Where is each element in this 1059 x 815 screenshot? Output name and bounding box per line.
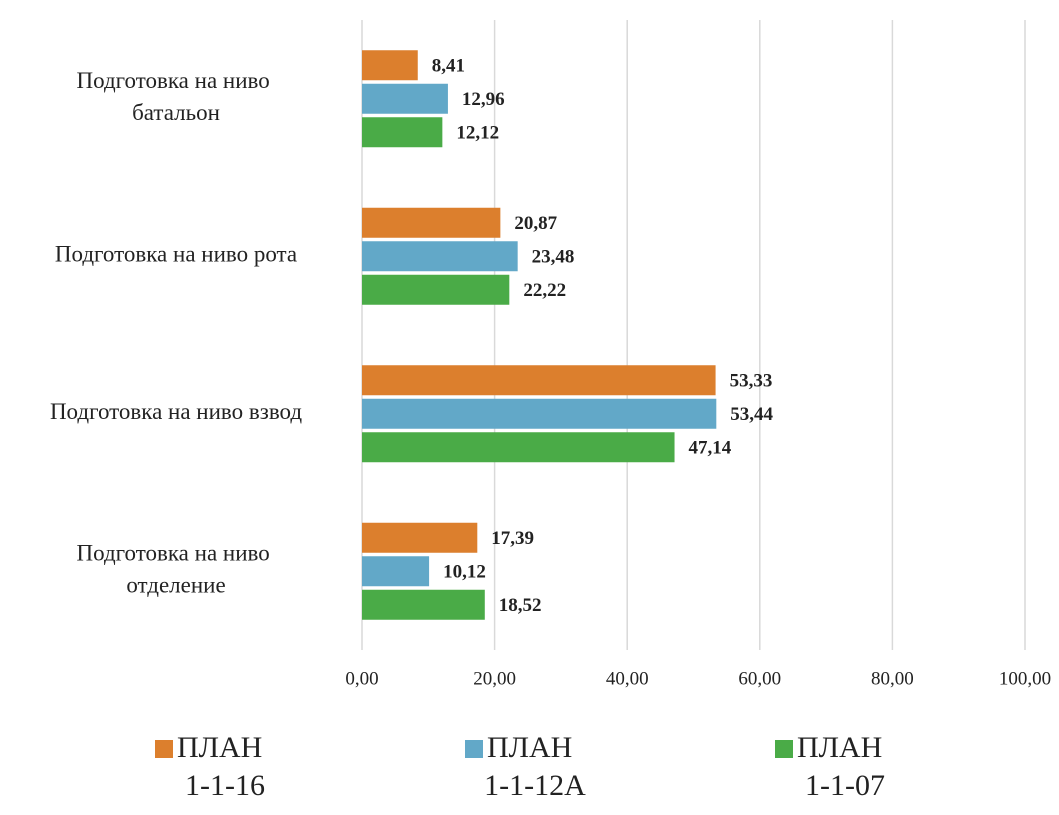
value-label: 47,14 (689, 438, 732, 459)
text-line: Подготовка на ниво (77, 541, 276, 566)
bar (362, 50, 418, 81)
value-label: 53,33 (730, 371, 773, 392)
category-label: Подготовка на ниво батальон (77, 68, 276, 125)
value-label: 12,12 (456, 123, 499, 144)
value-label: 10,12 (443, 562, 486, 583)
bar (362, 556, 430, 587)
legend-swatch (775, 740, 793, 758)
value-label: 17,39 (491, 528, 534, 549)
x-tick-label: 100,00 (999, 668, 1051, 689)
legend-swatch (155, 740, 173, 758)
text-line: отделение (126, 573, 225, 598)
legend-label: ПЛАН 1-1-12А (484, 731, 586, 802)
bar (362, 365, 716, 396)
text-line: Подготовка на ниво (77, 68, 276, 93)
text-line: батальон (132, 100, 220, 125)
value-label: 53,44 (730, 404, 773, 425)
bar (362, 398, 717, 429)
legend-label: ПЛАН 1-1-16 (177, 731, 270, 802)
bar (362, 117, 443, 148)
bar (362, 522, 478, 553)
bar (362, 432, 675, 463)
text-line: 1-1-16 (185, 769, 265, 802)
text-line: 1-1-07 (805, 769, 885, 802)
x-tick-label: 40,00 (606, 668, 649, 689)
category-label: Подготовка на ниво рота (55, 242, 297, 267)
value-label: 8,41 (432, 56, 465, 77)
text-line: 1-1-12А (484, 769, 586, 802)
value-label: 12,96 (462, 89, 505, 110)
x-tick-label: 0,00 (345, 668, 378, 689)
x-tick-label: 20,00 (473, 668, 516, 689)
x-tick-label: 60,00 (738, 668, 781, 689)
value-label: 23,48 (532, 247, 575, 268)
bar (362, 589, 485, 620)
text-line: ПЛАН (487, 731, 580, 764)
category-label: Подготовка на ниво взвод (50, 399, 302, 424)
bar (362, 83, 448, 114)
x-tick-label: 80,00 (871, 668, 914, 689)
value-label: 20,87 (514, 213, 557, 234)
category-label: Подготовка на ниво отделение (77, 541, 276, 598)
text-line: ПЛАН (797, 731, 890, 764)
legend-label: ПЛАН 1-1-07 (797, 731, 890, 802)
text-line: ПЛАН (177, 731, 270, 764)
bar (362, 207, 501, 238)
bar (362, 274, 510, 305)
value-label: 22,22 (523, 280, 566, 301)
legend-swatch (465, 740, 483, 758)
bar (362, 241, 518, 272)
value-label: 18,52 (499, 595, 542, 616)
